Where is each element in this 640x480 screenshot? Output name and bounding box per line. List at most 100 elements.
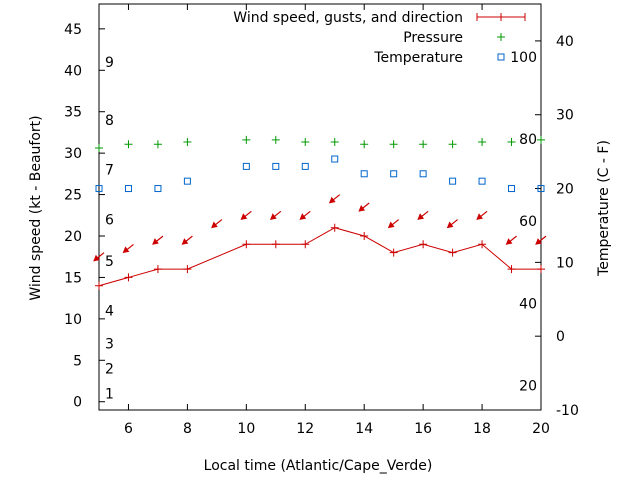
pressure-point [389, 140, 398, 149]
temperature-point [331, 155, 339, 163]
legend: Wind speed, gusts, and direction Pressure… [233, 10, 526, 66]
y-left-tick-label: 20 [64, 229, 82, 245]
temperature-point [154, 185, 162, 193]
wind-direction-arrow [446, 219, 458, 229]
wind-speed-point [124, 273, 133, 282]
pressure-point [537, 135, 545, 144]
beaufort-label: 9 [105, 55, 114, 71]
y-right-tick-label: 0 [556, 329, 565, 345]
y-left-tick-label: 25 [64, 188, 82, 204]
x-tick-label: 8 [183, 421, 192, 437]
x-tick-label: 14 [355, 421, 373, 437]
beaufort-label: 7 [105, 163, 114, 179]
arrow-head [299, 213, 307, 220]
wind-speed-point [448, 248, 457, 257]
wind-speed-point [301, 240, 310, 249]
beaufort-label: 6 [105, 212, 114, 228]
wind-direction-arrow [269, 210, 282, 220]
fahrenheit-label: 20 [519, 379, 537, 395]
x-tick-label: 12 [296, 421, 314, 437]
y-left-tick-label: 10 [64, 312, 82, 328]
temperature-point [478, 177, 486, 185]
y-axis-right-label: Temperature (C - F) [596, 140, 612, 277]
wind-speed-point [153, 265, 162, 274]
y-left-tick-label: 15 [64, 270, 82, 286]
beaufort-label: 3 [105, 337, 114, 353]
wind-speed-point [389, 248, 398, 257]
y-left-tick-label: 30 [64, 146, 82, 162]
arrow-head [535, 238, 542, 245]
arrow-head [358, 204, 366, 212]
arrow-head [446, 221, 454, 229]
axis-ticks: 6 8 10 12 14 16 18 20051015202530354045-1001020… [64, 4, 579, 437]
plot-border [98, 3, 542, 411]
wind-direction-arrow [476, 210, 488, 220]
wind-speed-line [98, 227, 541, 287]
wind-speed-point [507, 265, 516, 274]
y-left-tick-label: 40 [64, 63, 82, 79]
beaufort-label: 4 [105, 304, 114, 320]
fahrenheit-label: 40 [519, 297, 537, 313]
temperature-point [95, 185, 103, 193]
temperature-point [272, 162, 280, 170]
arrow-head [328, 196, 336, 204]
x-tick-label: 16 [414, 421, 432, 437]
pressure-point [183, 138, 192, 147]
arrow-head [387, 221, 395, 229]
wind-direction-arrow [505, 235, 517, 245]
legend-label: Temperature [373, 50, 463, 66]
wind-speed-point [242, 240, 251, 249]
pressure-point [448, 140, 457, 149]
x-tick-label: 10 [237, 421, 255, 437]
temperature-point [301, 162, 309, 170]
wind-direction-arrow [93, 252, 105, 262]
pressure-point [478, 138, 487, 147]
pressure-point [271, 135, 280, 144]
beaufort-label: 5 [105, 254, 114, 270]
wind-speed-point [95, 281, 103, 290]
wind-direction-arrow [211, 219, 223, 229]
wind-direction-arrow [240, 210, 252, 220]
temperature-point [537, 185, 545, 193]
pressure-point [242, 135, 251, 144]
temperature-point [419, 170, 427, 178]
pressure-point [124, 140, 133, 149]
pressure-point [330, 138, 339, 147]
temperature-point [242, 162, 250, 170]
legend-swatch-wind-marker [476, 13, 526, 21]
wind-direction-arrow [122, 243, 134, 254]
pressure-point [95, 143, 103, 152]
beaufort-label: 2 [105, 362, 114, 378]
wind-speed-point [360, 232, 369, 240]
x-tick-label: 20 [532, 421, 550, 437]
y-right-tick-label: 10 [556, 255, 574, 271]
temperature-point [449, 177, 457, 185]
pressure-point [153, 140, 162, 149]
wind-direction-arrow [387, 219, 400, 229]
wind-speed-point [183, 265, 192, 274]
wind-speed-point [478, 240, 487, 249]
wind-direction-arrow [358, 202, 370, 212]
pressure-point [360, 140, 369, 149]
temperature-point [508, 185, 516, 193]
beaufort-label: 8 [105, 113, 114, 129]
wind-speed-point [271, 240, 280, 249]
arrow-head [417, 213, 425, 220]
temperature-point [390, 170, 398, 178]
wind-speed-point [330, 223, 339, 232]
y-axis-left-label: Wind speed (kt - Beaufort) [28, 115, 44, 300]
y-right-tick-label: 40 [556, 34, 574, 50]
x-tick-label: 18 [473, 421, 491, 437]
arrow-head [211, 221, 218, 229]
wind-direction-arrow [181, 235, 193, 245]
legend-label: Wind speed, gusts, and direction [233, 10, 463, 26]
wind-direction-arrow [417, 210, 429, 220]
y-left-tick-label: 0 [73, 395, 82, 411]
x-tick-label: 6 [124, 421, 133, 437]
legend-label: Pressure [403, 30, 463, 46]
fahrenheit-label: 60 [519, 214, 537, 230]
arrow-head [152, 238, 159, 245]
arrow-head [505, 238, 513, 245]
